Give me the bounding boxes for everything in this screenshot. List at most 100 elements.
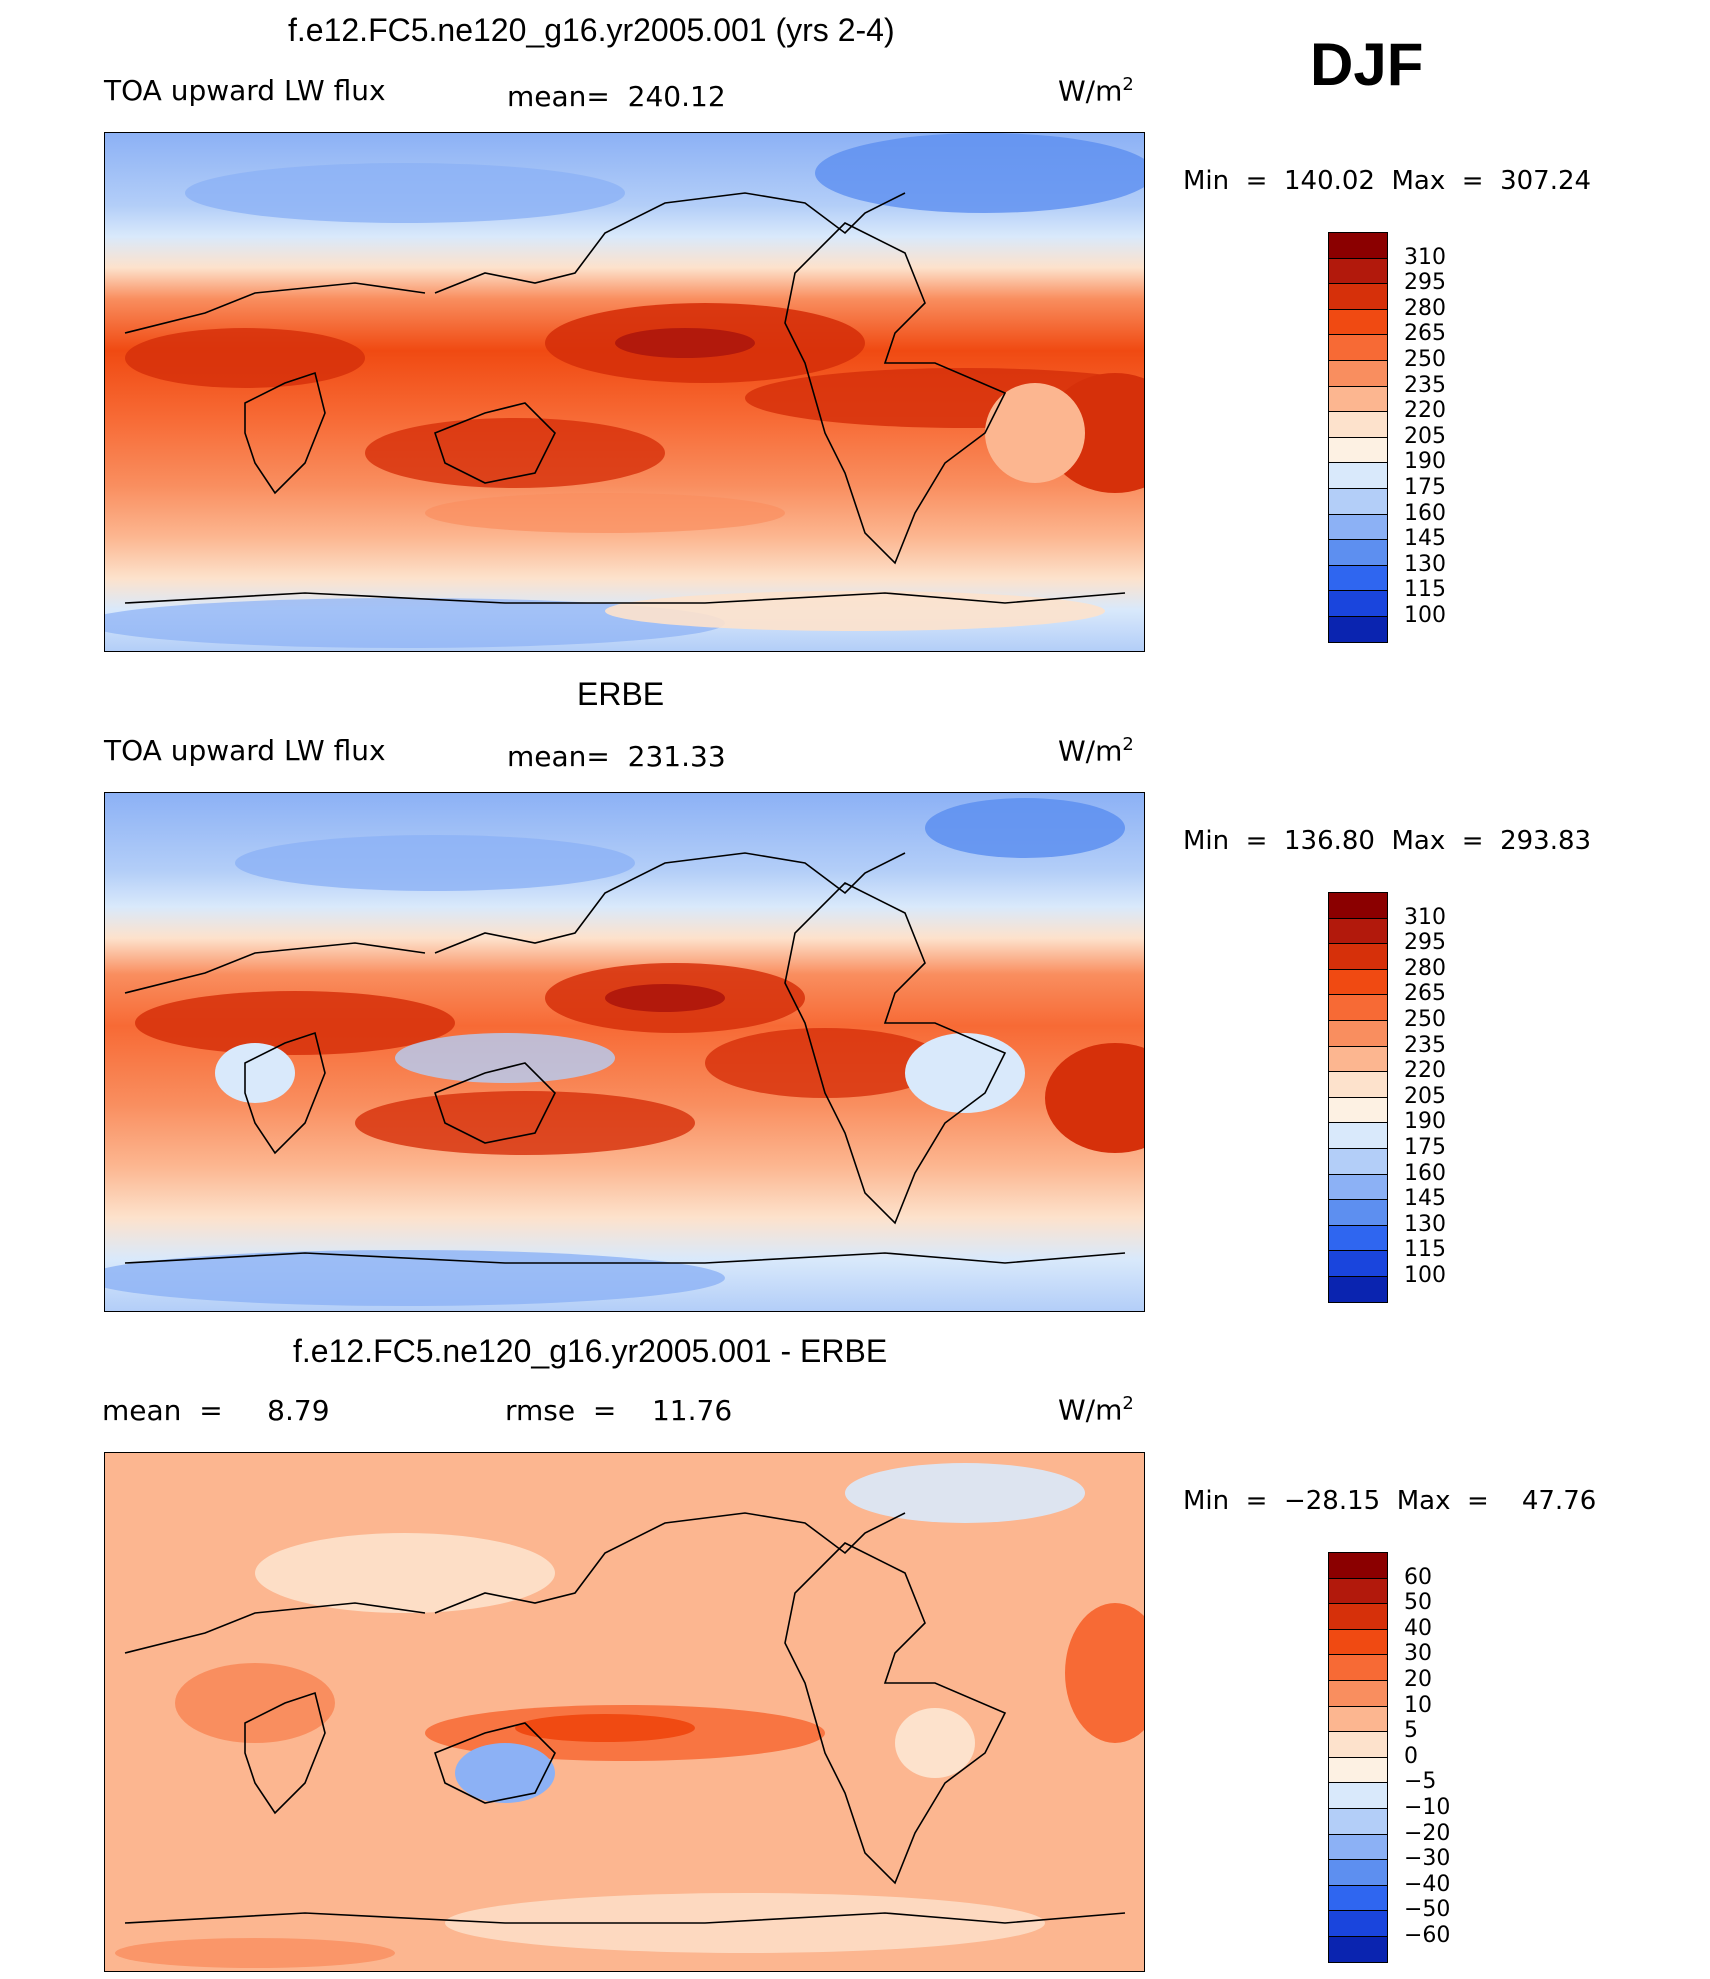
colorbar-swatch [1328,1756,1388,1784]
panel3-mean: mean = 8.79 [102,1394,330,1427]
colorbar-swatch [1328,385,1388,413]
colorbar-swatch [1328,1148,1388,1175]
colorbar-level-label: 220 [1404,1058,1446,1084]
colorbar-level-label: 0 [1404,1743,1418,1769]
colorbar-swatch [1328,1577,1388,1605]
colorbar-swatch [1328,616,1388,643]
colorbar-level-label: 235 [1404,1032,1446,1058]
colorbar-level-label: 310 [1404,244,1446,270]
colorbar-level-label: 130 [1404,1211,1446,1237]
colorbar-swatch [1328,1045,1388,1073]
colorbar-swatch [1328,1199,1388,1226]
colorbar-level-label: 160 [1404,1160,1446,1186]
colorbar-level-label: −40 [1404,1871,1451,1897]
colorbar-level-label: 60 [1404,1564,1432,1590]
colorbar-swatch [1328,1808,1388,1835]
panel3-units: W/m2 [1058,1393,1134,1427]
season-label: DJF [1310,31,1424,98]
colorbar-level-label: −10 [1404,1795,1451,1820]
colorbar-level-label: 50 [1404,1590,1432,1616]
colorbar-swatch [1328,1884,1388,1912]
colorbar-swatch [1328,892,1388,919]
colorbar-swatch [1328,1173,1388,1201]
colorbar-swatch [1328,994,1388,1021]
colorbar-level-label: 145 [1404,1186,1446,1212]
colorbar-level-label: 100 [1404,603,1446,628]
colorbar-swatch [1328,590,1388,617]
colorbar-level-label: 205 [1404,1083,1446,1109]
colorbar-level-label: 115 [1404,577,1446,603]
panel2-minmax: Min = 136.80 Max = 293.83 [1183,826,1592,856]
colorbar-level-label: 250 [1404,347,1446,372]
panel2-units: W/m2 [1058,734,1134,768]
colorbar-swatch [1328,436,1388,464]
colorbar-level-label: 280 [1404,955,1446,981]
colorbar-level-label: −50 [1404,1897,1451,1923]
colorbar-level-label: −5 [1404,1769,1437,1795]
colorbar-level-label: 235 [1404,372,1446,398]
colorbar-level-label: 220 [1404,398,1446,424]
colorbar-swatch [1328,1552,1388,1579]
colorbar-swatch [1328,1224,1388,1252]
colorbar-swatch [1328,1731,1388,1758]
colorbar-swatch [1328,539,1388,566]
panel1-title: f.e12.FC5.ne120_g16.yr2005.001 (yrs 2-4) [288,12,895,48]
colorbar-swatch [1328,1071,1388,1098]
colorbar-swatch [1328,360,1388,387]
colorbar-swatch [1328,334,1388,361]
colorbar-level-label: 100 [1404,1263,1446,1288]
colorbar-swatch [1328,917,1388,945]
colorbar-swatch [1328,513,1388,541]
panel3-map [104,1452,1145,1972]
colorbar-swatch [1328,564,1388,592]
panel3-rmse: rmse = 11.76 [505,1394,733,1427]
colorbar-swatch [1328,1680,1388,1707]
colorbar-level-label: −20 [1404,1820,1451,1846]
colorbar-level-label: 190 [1404,1109,1446,1135]
colorbar-swatch [1328,1628,1388,1656]
colorbar-level-label: 250 [1404,1007,1446,1032]
colorbar-level-label: 265 [1404,321,1446,347]
panel1-map [104,132,1145,652]
colorbar-swatch [1328,1276,1388,1303]
colorbar-level-label: 115 [1404,1237,1446,1263]
colorbar-swatch [1328,1250,1388,1277]
colorbar-level-label: 20 [1404,1667,1432,1692]
colorbar-level-label: 280 [1404,295,1446,321]
colorbar-level-label: 205 [1404,423,1446,449]
colorbar-swatch [1328,308,1388,336]
colorbar-level-label: 5 [1404,1718,1418,1744]
colorbar-swatch [1328,232,1388,259]
colorbar-swatch [1328,411,1388,438]
colorbar-level-label: −60 [1404,1923,1451,1948]
colorbar-swatch [1328,1859,1388,1886]
colorbar-swatch [1328,1096,1388,1124]
colorbar-swatch [1328,1654,1388,1681]
colorbar-level-label: 30 [1404,1641,1432,1667]
colorbar-swatch [1328,1020,1388,1047]
colorbar-swatch [1328,488,1388,515]
colorbar-level-label: 295 [1404,270,1446,296]
panel3-minmax: Min = −28.15 Max = 47.76 [1183,1486,1597,1516]
panel2-variable: TOA upward LW flux [104,734,386,767]
colorbar-level-label: 190 [1404,449,1446,475]
panel2-map [104,792,1145,1312]
colorbar-swatch [1328,1782,1388,1809]
colorbar-level-label: 175 [1404,475,1446,500]
panel2-mean: mean= 231.33 [507,740,726,773]
colorbar-swatch [1328,257,1388,285]
colorbar-swatch [1328,283,1388,310]
colorbar-level-label: −30 [1404,1846,1451,1872]
colorbar-level-label: 160 [1404,500,1446,526]
colorbar-level-label: 295 [1404,930,1446,956]
panel1-variable: TOA upward LW flux [104,74,386,107]
colorbar-swatch [1328,1936,1388,1963]
colorbar-swatch [1328,1122,1388,1149]
colorbar-level-label: 265 [1404,981,1446,1007]
panel3-title: f.e12.FC5.ne120_g16.yr2005.001 - ERBE [293,1333,888,1369]
colorbar-swatch [1328,1910,1388,1937]
colorbar-level-label: 175 [1404,1135,1446,1160]
colorbar-swatch [1328,1833,1388,1861]
panel1-minmax: Min = 140.02 Max = 307.24 [1183,166,1592,196]
colorbar-level-label: 130 [1404,551,1446,577]
